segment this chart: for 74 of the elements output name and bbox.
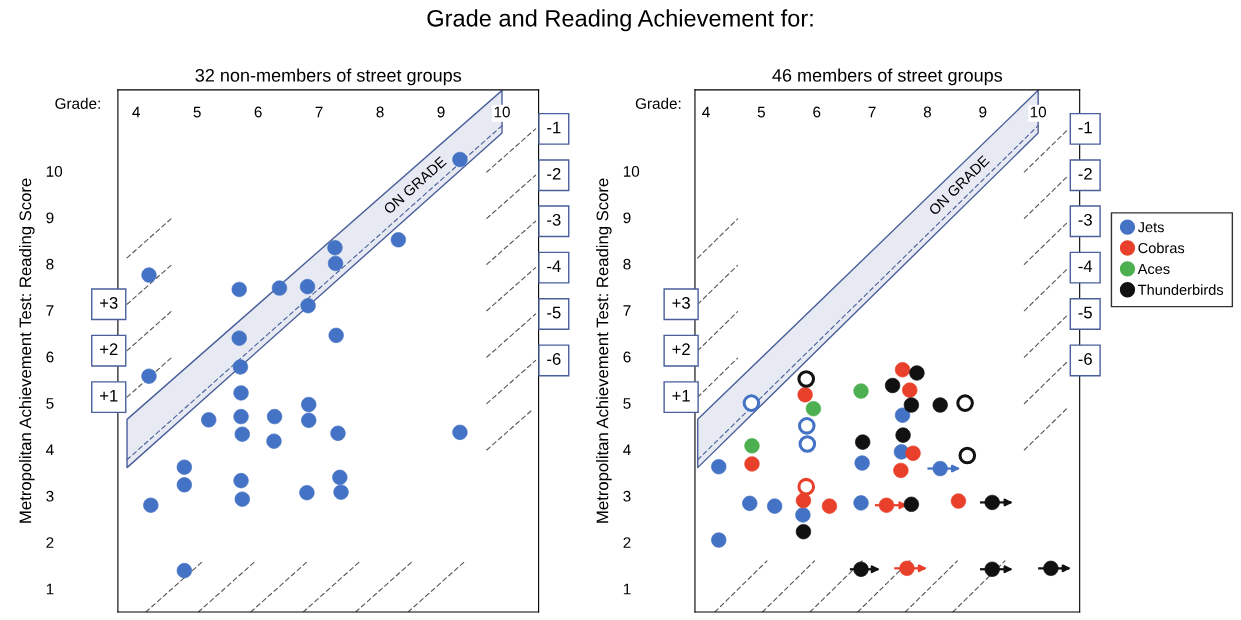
series-label: -5 — [547, 306, 561, 319]
chart-title: 32 non-members of street groups — [195, 68, 462, 86]
x-tick-label: 7 — [315, 106, 323, 118]
series-label: -2 — [1078, 167, 1092, 180]
text: Grade and Reading Achievement for: — [427, 9, 813, 32]
y-tick-label: 4 — [623, 444, 631, 456]
y-axis-title: Metropolitan Achievement Test: Reading Score — [19, 178, 35, 523]
y-tick-label: 6 — [46, 351, 54, 363]
y-tick-label: 6 — [623, 351, 631, 363]
y-tick-label: 10 — [623, 165, 640, 177]
x-axis-title: Grade: — [635, 97, 681, 109]
point — [797, 477, 816, 496]
series-label: +3 — [100, 296, 118, 309]
series-label: -4 — [1078, 260, 1093, 272]
y-tick-label: 7 — [623, 305, 631, 316]
point — [797, 370, 816, 388]
legend-label: Aces — [1137, 263, 1170, 275]
series-label: +3 — [672, 296, 690, 309]
x-tick-label: 5 — [193, 106, 201, 118]
x-axis-title: Grade: — [55, 97, 100, 109]
point — [958, 446, 977, 465]
x-tick-label: 10 — [494, 106, 510, 118]
x-tick-label: 9 — [437, 106, 445, 118]
point — [233, 472, 249, 489]
y-tick-label: 3 — [46, 490, 54, 502]
point — [797, 417, 816, 435]
y-tick-label: 5 — [623, 398, 631, 409]
y-tick-label: 2 — [46, 537, 54, 548]
series-label: -6 — [1078, 353, 1092, 365]
legend-label: Cobras — [1138, 242, 1185, 254]
y-tick-label: 8 — [46, 258, 54, 270]
point — [950, 493, 967, 509]
y-tick-label: 1 — [623, 583, 631, 595]
series-label: -1 — [1078, 121, 1092, 134]
point — [795, 524, 812, 540]
series-label: +1 — [100, 389, 118, 402]
y-tick-label: 10 — [46, 165, 63, 177]
point — [956, 394, 974, 412]
x-tick-label: 8 — [376, 106, 384, 118]
point — [742, 394, 761, 412]
series-label: -1 — [547, 121, 561, 134]
y-tick-label: 5 — [46, 398, 54, 409]
y-tick-label: 3 — [623, 490, 631, 502]
point — [984, 561, 1000, 577]
point — [798, 435, 817, 453]
legend-label: Jets — [1137, 222, 1164, 233]
series-label: +2 — [100, 343, 118, 355]
legend-label: Thunderbirds — [1138, 284, 1224, 296]
x-tick-label: 8 — [923, 106, 932, 118]
x-tick-label: 5 — [757, 106, 765, 118]
series-label: -6 — [547, 353, 561, 365]
series-label: -2 — [547, 167, 561, 180]
y-tick-label: 9 — [623, 212, 631, 224]
series-label: -3 — [1078, 213, 1092, 226]
x-tick-label: 6 — [254, 106, 262, 118]
series-label: -4 — [547, 260, 561, 272]
y-tick-label: 9 — [46, 212, 54, 224]
x-tick-label: 7 — [868, 106, 876, 118]
chart-title: 46 members of street groups — [772, 68, 1003, 86]
x-tick-label: 6 — [813, 106, 821, 118]
x-tick-label: 10 — [1030, 106, 1047, 118]
series-label: -3 — [547, 213, 561, 226]
y-tick-label: 7 — [46, 305, 54, 316]
y-axis-title: Metropolitan Achievement Test: Reading Score — [596, 178, 612, 523]
x-tick-label: 4 — [702, 106, 710, 118]
y-tick-label: 1 — [46, 583, 54, 595]
y-tick-label: 8 — [623, 258, 631, 270]
y-tick-label: 4 — [46, 444, 54, 456]
series-label: +1 — [672, 389, 690, 402]
series-label: +2 — [672, 343, 690, 355]
y-tick-label: 2 — [623, 537, 631, 548]
x-tick-label: 9 — [979, 106, 987, 118]
series-label: -5 — [1078, 306, 1092, 319]
x-tick-label: 4 — [132, 106, 140, 118]
